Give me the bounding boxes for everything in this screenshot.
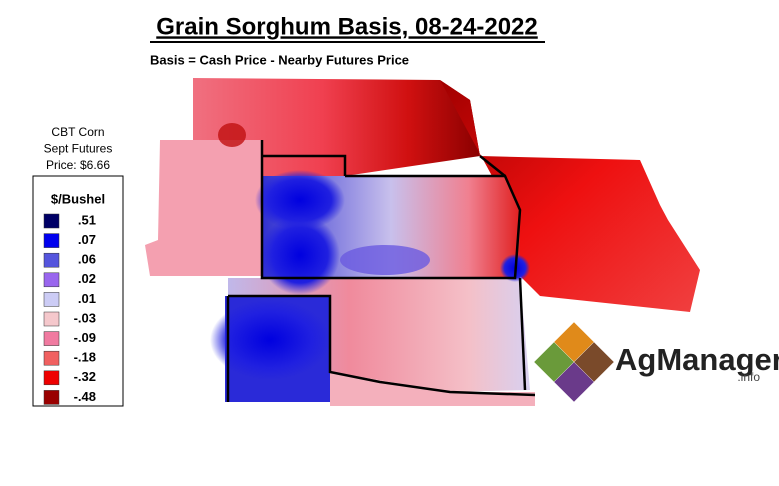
- legend-swatch: [43, 292, 60, 307]
- red-area: [218, 123, 246, 147]
- missouri-region: [440, 80, 700, 312]
- legend-label: -.32: [74, 369, 96, 384]
- legend-label: -.09: [74, 330, 96, 345]
- legend-swatch: [43, 390, 60, 405]
- futures-note: CBT Corn Sept Futures Price: $6.66: [44, 125, 113, 172]
- colorado-region: [145, 140, 262, 276]
- legend-swatch: [43, 233, 60, 248]
- legend-label: .02: [78, 271, 96, 286]
- legend-label: .06: [78, 252, 96, 267]
- map: [145, 78, 700, 406]
- legend-label: -.18: [74, 350, 96, 365]
- logo-suffix: .info: [737, 370, 760, 384]
- legend-swatch: [43, 370, 60, 386]
- oklahoma-region: [228, 278, 530, 392]
- blue-area: [340, 245, 430, 275]
- legend-swatch: [43, 252, 60, 268]
- futures-line: Sept Futures: [44, 142, 113, 156]
- legend-label: -.03: [74, 310, 96, 325]
- blue-area: [255, 170, 345, 230]
- title: Grain Sorghum Basis, 08-24-2022: [156, 13, 538, 40]
- legend-label: .01: [78, 291, 96, 306]
- subtitle: Basis = Cash Price - Nearby Futures Pric…: [150, 52, 409, 67]
- legend-title: $/Bushel: [51, 191, 105, 206]
- blue-area: [210, 300, 330, 380]
- logo: AgManager .info: [534, 322, 779, 402]
- legend: .51 .07 .06 .02 .01 -.03 -.09 -.18 -.32 -.48: [43, 212, 96, 405]
- texas-strip: [330, 372, 535, 406]
- nebraska-region: [193, 78, 480, 176]
- blue-area: [260, 215, 340, 295]
- legend-label: -.48: [74, 389, 96, 404]
- logo-name: AgManager: [615, 342, 779, 377]
- legend-label: .51: [78, 212, 96, 227]
- legend-label: .07: [78, 232, 96, 247]
- legend-swatch: [43, 272, 60, 288]
- legend-swatch: [43, 331, 60, 346]
- futures-line: Price: $6.66: [46, 158, 110, 172]
- legend-swatch: [43, 311, 60, 327]
- legend-swatch: [43, 213, 60, 229]
- legend-swatch: [43, 350, 60, 366]
- futures-line: CBT Corn: [51, 125, 104, 139]
